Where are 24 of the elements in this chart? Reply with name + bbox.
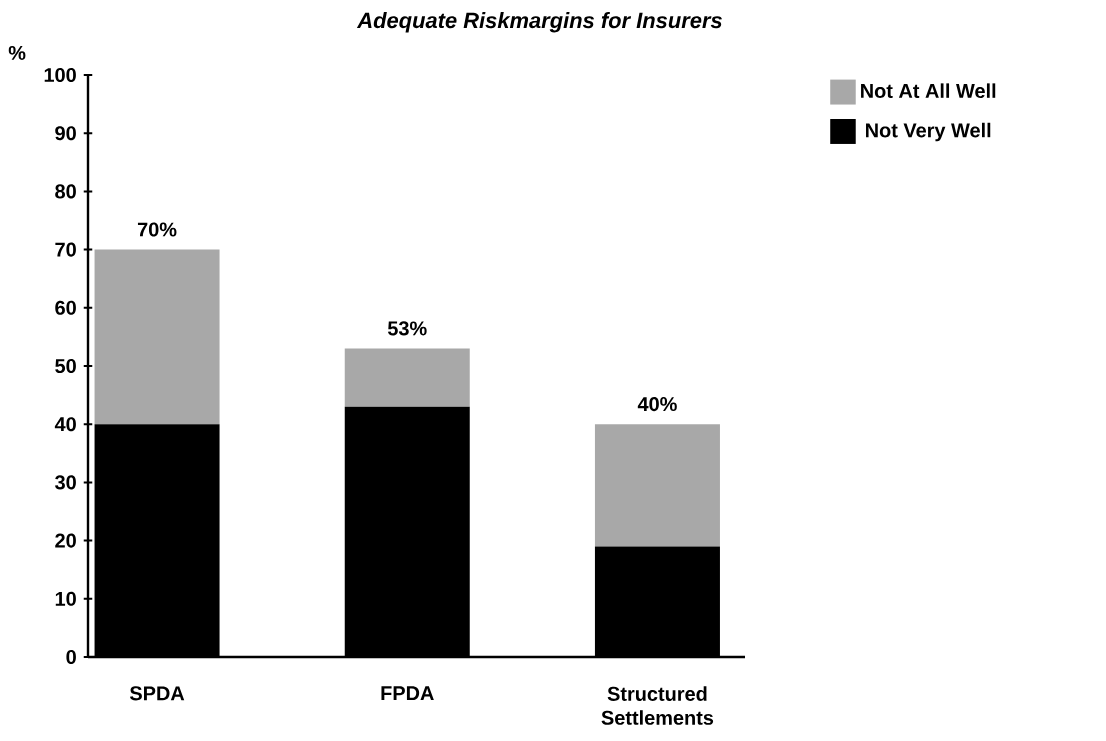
bar [344,348,470,407]
total-label: 70% [137,222,177,237]
legend-label: Not At All Well [861,83,996,98]
y-tick-label: 10 [55,591,76,606]
x-tick-label: Structured Settlements [601,686,714,725]
legend-label: Not Very Well [866,122,991,142]
y-tick-label: 0 [66,649,76,665]
y-tick-label: 60 [55,300,76,315]
y-tick-label: 100 [44,67,76,83]
y-tick-label: 80 [55,184,76,199]
y-tick-label: 30 [55,475,76,490]
total-label: 53% [387,321,427,336]
x-tick-label: FPDA [381,686,434,700]
y-tick-label: 40 [54,417,76,432]
total-label: 40% [637,397,677,412]
x-tick-label: SPDA [129,686,185,701]
y-tick-label: 20 [55,533,76,548]
chart-title: Adequate Riskmargins for Insurers [356,12,722,33]
bar [594,424,720,547]
bar [94,249,220,425]
y-tick-label: 50 [55,358,76,374]
y-axis-title: % [8,45,26,60]
y-tick-label: 70 [55,242,76,257]
y-tick-label: 90 [55,126,76,141]
